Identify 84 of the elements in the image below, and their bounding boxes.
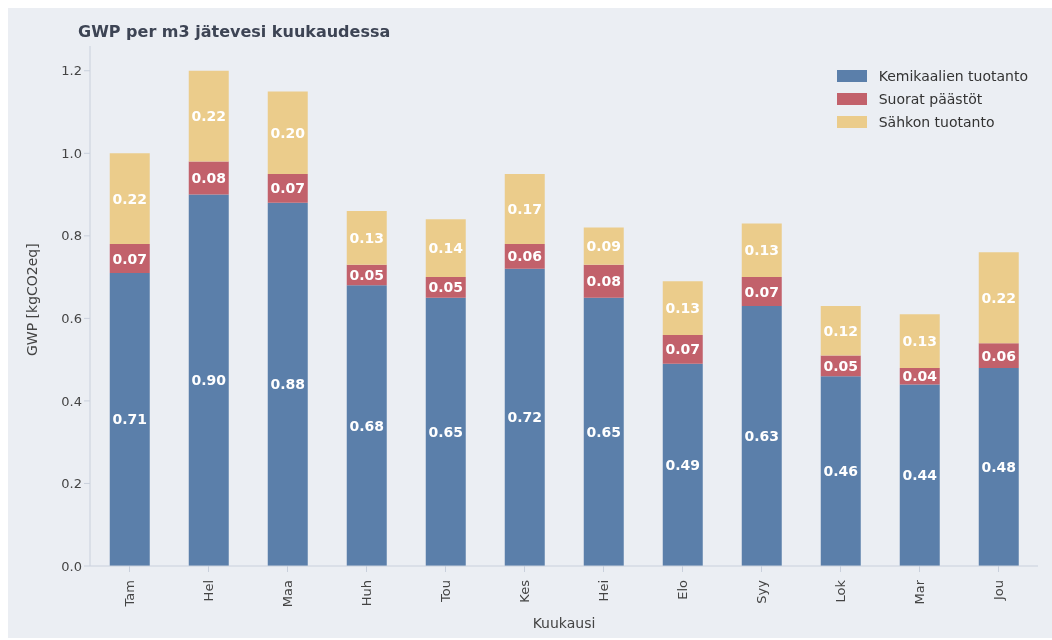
data-label: 0.04	[902, 368, 938, 385]
bar	[188, 194, 229, 566]
bar	[820, 376, 861, 566]
legend-label: Sähkon tuotanto	[878, 113, 995, 130]
data-label: 0.09	[586, 238, 622, 255]
data-label: 0.65	[428, 423, 464, 440]
x-tick-label: Tou	[437, 580, 453, 603]
bar	[662, 363, 703, 566]
data-label: 0.63	[744, 428, 780, 444]
data-label: 0.20	[270, 124, 306, 141]
y-tick-label: 1.0	[61, 145, 82, 161]
y-tick-label: 0.0	[61, 558, 82, 574]
bar	[425, 219, 466, 278]
data-label: 0.05	[428, 279, 464, 296]
data-label: 0.72	[507, 409, 543, 426]
y-tick-label: 0.4	[61, 393, 82, 409]
data-label: 0.08	[191, 170, 227, 187]
data-label: 0.13	[744, 242, 780, 259]
x-tick-label: Huh	[358, 580, 374, 607]
bar	[109, 153, 150, 245]
y-axis-title: GWP [kgCO2eq]	[23, 243, 40, 356]
y-tick-label: 0.2	[61, 476, 82, 492]
data-label: 0.05	[823, 357, 859, 374]
data-label: 0.46	[823, 463, 859, 480]
x-tick-label: Kes	[516, 579, 532, 603]
bar	[504, 268, 545, 566]
chart-title: GWP per m3 jätevesi kuukaudessa	[78, 22, 391, 41]
bar	[267, 202, 308, 566]
data-label: 0.13	[665, 300, 701, 317]
bar	[346, 285, 387, 566]
data-label: 0.05	[349, 267, 385, 284]
legend-label: Kemikaalien tuotanto	[878, 67, 1028, 84]
data-label: 0.44	[902, 467, 938, 484]
data-label: 0.12	[823, 322, 859, 339]
data-label: 0.49	[665, 456, 701, 473]
x-tick-label: Hei	[595, 580, 611, 602]
data-label: 0.90	[191, 372, 227, 389]
x-tick-label: Mar	[911, 579, 927, 605]
data-label: 0.14	[428, 240, 464, 257]
x-tick-label: Elo	[674, 579, 690, 600]
bar	[978, 252, 1019, 344]
bar	[188, 70, 229, 162]
data-label: 0.68	[349, 417, 385, 434]
legend-label: Suorat päästöt	[878, 90, 983, 107]
data-label: 0.13	[902, 333, 938, 350]
data-label: 0.07	[270, 180, 306, 197]
data-label: 0.07	[112, 250, 148, 267]
bar	[109, 272, 150, 566]
bar	[425, 297, 466, 566]
data-label: 0.88	[270, 376, 306, 393]
data-label: 0.06	[507, 248, 543, 265]
data-label: 0.22	[191, 108, 227, 125]
bar	[899, 384, 940, 566]
bar	[978, 367, 1019, 566]
data-label: 0.71	[112, 411, 148, 428]
data-label: 0.06	[981, 347, 1017, 364]
data-label: 0.65	[586, 423, 622, 440]
x-tick-label: Hel	[200, 580, 216, 602]
y-tick-label: 0.8	[61, 228, 82, 244]
bar	[583, 297, 624, 566]
data-label: 0.07	[744, 283, 780, 300]
y-tick-label: 1.2	[61, 63, 82, 79]
y-tick-label: 0.6	[61, 311, 82, 326]
data-label: 0.22	[981, 289, 1017, 306]
x-axis-title: Kuukausi	[532, 615, 596, 631]
x-tick-label: Maa	[279, 580, 295, 608]
x-tick-label: Jou	[990, 580, 1006, 602]
data-label: 0.07	[665, 341, 701, 358]
bar	[662, 281, 703, 335]
x-tick-label: Tam	[121, 580, 137, 608]
bar	[267, 91, 308, 174]
bar	[820, 306, 861, 356]
data-label: 0.13	[349, 229, 385, 246]
bar	[899, 314, 940, 368]
x-tick-label: Syy	[753, 579, 769, 604]
bar	[741, 306, 782, 566]
bar	[741, 223, 782, 278]
data-label: 0.22	[112, 190, 148, 207]
data-label: 0.48	[981, 458, 1017, 475]
bar	[346, 211, 387, 265]
data-label: 0.17	[507, 201, 543, 218]
x-tick-label: Lok	[832, 579, 848, 603]
data-label: 0.08	[586, 273, 622, 290]
bar	[504, 173, 545, 245]
